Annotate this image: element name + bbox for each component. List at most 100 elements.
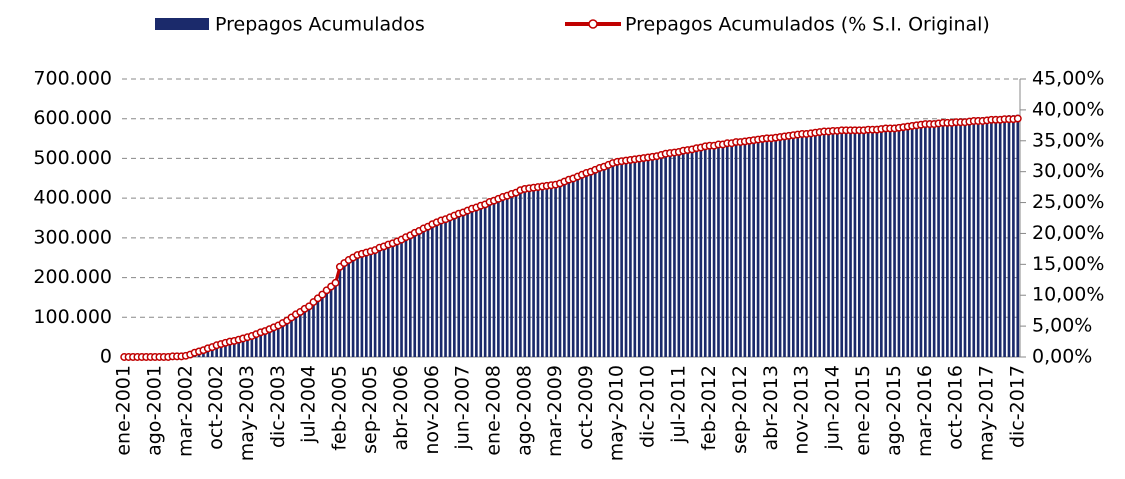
- bar: [281, 322, 284, 357]
- bar: [695, 144, 698, 357]
- y-tick-label: 200.000: [33, 266, 112, 288]
- legend-label: Prepagos Acumulados (% S.I. Original): [625, 14, 990, 36]
- bar: [981, 117, 984, 357]
- bar: [206, 348, 210, 357]
- x-tick-label: nov-2013: [791, 365, 813, 455]
- bar: [232, 340, 236, 357]
- bar: [620, 158, 623, 357]
- bar: [316, 297, 320, 357]
- bar: [479, 203, 483, 357]
- x-tick-label: abr-2013: [760, 365, 782, 451]
- x-tick-label: may-2010: [606, 365, 628, 461]
- bar: [893, 124, 896, 358]
- bar: [747, 137, 751, 357]
- x-tick-label: ago-2015: [883, 365, 905, 456]
- y-tick-label: 300.000: [33, 226, 112, 248]
- bar: [818, 128, 822, 357]
- y2-tick-label: 15,00%: [1032, 253, 1104, 275]
- bar: [298, 310, 302, 357]
- bar: [787, 132, 791, 357]
- bar: [254, 333, 258, 357]
- bar: [690, 146, 694, 357]
- bar: [470, 206, 474, 357]
- bar: [611, 160, 615, 357]
- bar: [734, 138, 738, 357]
- bar: [435, 220, 439, 357]
- x-tick-label: jun-2014: [821, 365, 843, 451]
- x-tick-label: sep-2005: [359, 365, 381, 454]
- bar: [241, 338, 245, 357]
- bar: [725, 140, 729, 357]
- bar: [827, 127, 830, 357]
- bar: [950, 119, 954, 358]
- y2-tick-label: 35,00%: [1032, 129, 1104, 151]
- bar: [580, 171, 584, 357]
- bar: [822, 128, 826, 357]
- bar: [866, 126, 870, 357]
- x-tick-label: may-2003: [236, 365, 258, 461]
- bar: [924, 120, 927, 357]
- bar: [756, 136, 760, 357]
- y2-tick-label: 45,00%: [1032, 68, 1104, 90]
- bar: [378, 246, 381, 357]
- bar: [915, 121, 918, 358]
- bar: [659, 152, 663, 357]
- bar: [862, 126, 866, 358]
- bar: [541, 183, 544, 357]
- bar: [888, 125, 892, 357]
- y-tick-label: 400.000: [33, 187, 112, 209]
- bar: [444, 216, 447, 357]
- bar: [880, 125, 883, 357]
- legend-label: Prepagos Acumulados: [215, 14, 425, 36]
- bar: [783, 133, 786, 357]
- bar: [576, 173, 579, 357]
- bar: [391, 241, 395, 357]
- bar: [646, 154, 650, 357]
- bar: [466, 208, 469, 357]
- bar: [382, 244, 386, 357]
- bar: [210, 346, 214, 357]
- bar: [884, 125, 888, 357]
- bar: [809, 129, 813, 357]
- bar: [835, 127, 839, 357]
- y-tick-label: 500.000: [33, 147, 112, 169]
- y2-tick-label: 30,00%: [1032, 160, 1104, 182]
- bar: [677, 148, 681, 357]
- bar: [545, 183, 549, 357]
- bar: [307, 305, 311, 357]
- bar: [250, 335, 254, 357]
- bar: [651, 153, 654, 357]
- y-tick-label: 600.000: [33, 107, 112, 129]
- bar: [686, 146, 689, 357]
- bar: [629, 156, 632, 357]
- bar: [228, 341, 232, 357]
- y2-tick-label: 40,00%: [1032, 98, 1104, 120]
- bar: [224, 342, 227, 357]
- line-marker: [331, 278, 340, 287]
- bar: [400, 237, 403, 357]
- y2-tick-label: 25,00%: [1032, 191, 1104, 213]
- x-tick-label: sep-2012: [729, 365, 751, 454]
- bar: [739, 138, 742, 357]
- bar: [268, 328, 271, 357]
- bar: [536, 184, 540, 357]
- legend-swatch-marker: [588, 19, 598, 29]
- x-tick-label: jul-2004: [298, 365, 320, 444]
- bar: [721, 140, 725, 357]
- bar: [902, 123, 905, 357]
- bar: [215, 345, 218, 357]
- bar: [571, 175, 575, 357]
- bar: [941, 119, 945, 357]
- bar: [761, 135, 764, 357]
- bar: [607, 162, 610, 357]
- bar: [813, 129, 817, 357]
- bar: [598, 165, 601, 357]
- bar: [994, 115, 998, 357]
- bar: [448, 215, 452, 357]
- y2-tick-label: 0,00%: [1032, 346, 1092, 368]
- bar: [769, 134, 773, 357]
- bar: [998, 115, 1002, 357]
- bar: [294, 313, 298, 357]
- bar: [523, 186, 527, 357]
